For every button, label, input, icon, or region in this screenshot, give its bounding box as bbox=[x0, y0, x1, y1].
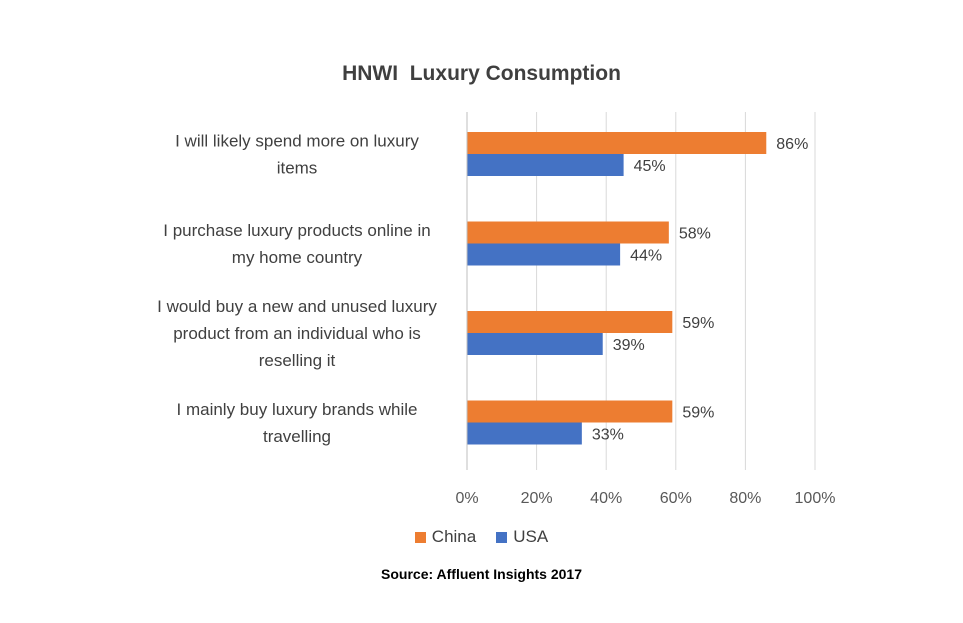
category-label-line: my home country bbox=[232, 248, 363, 267]
bar-china-3 bbox=[467, 311, 673, 333]
chart-title: HNWI Luxury Consumption bbox=[342, 62, 621, 85]
x-tick-label: 60% bbox=[660, 490, 692, 507]
bar-usa-1 bbox=[467, 154, 624, 176]
bar-usa-2 bbox=[467, 243, 621, 266]
category-label: I would buy a new and unused luxury produ… bbox=[157, 297, 437, 370]
source-note: Source: Affluent Insights 2017 bbox=[381, 566, 582, 582]
category-label-line: I purchase luxury products online in bbox=[163, 221, 430, 240]
data-label-china: 59% bbox=[682, 405, 714, 422]
data-label-usa: 33% bbox=[592, 427, 624, 444]
legend-swatch-china bbox=[414, 531, 426, 543]
category-label-line: reselling it bbox=[259, 351, 336, 370]
data-label-usa: 39% bbox=[613, 337, 645, 354]
legend-label-usa: USA bbox=[513, 527, 549, 546]
bar-china-1 bbox=[467, 132, 767, 154]
bar-usa-4 bbox=[467, 422, 582, 445]
data-label-china: 58% bbox=[679, 226, 711, 243]
category-label: I mainly buy luxury brands while travelli… bbox=[177, 400, 418, 446]
category-label-line: product from an individual who is bbox=[173, 324, 421, 343]
category-label: I will likely spend more on luxury items bbox=[175, 132, 419, 178]
data-label-china: 59% bbox=[682, 315, 714, 332]
legend: China USA bbox=[0, 527, 963, 547]
data-label-china: 86% bbox=[776, 136, 808, 153]
category-label-line: items bbox=[277, 159, 318, 178]
data-label-usa: 45% bbox=[634, 158, 666, 175]
legend-swatch-usa bbox=[496, 531, 508, 543]
category-label-line: travelling bbox=[263, 427, 331, 446]
legend-item-usa: USA bbox=[496, 527, 548, 547]
category-label-line: I will likely spend more on luxury bbox=[175, 132, 419, 151]
legend-label-china: China bbox=[431, 527, 477, 546]
category-label-line: I mainly buy luxury brands while bbox=[177, 400, 418, 419]
x-tick-label: 20% bbox=[521, 490, 553, 507]
bar-china-2 bbox=[467, 221, 669, 244]
data-label-usa: 44% bbox=[630, 248, 662, 265]
x-tick-label: 40% bbox=[590, 490, 622, 507]
x-tick-label: 80% bbox=[729, 490, 761, 507]
category-label: I purchase luxury products online in my h… bbox=[163, 221, 430, 267]
x-tick-label: 0% bbox=[455, 490, 478, 507]
category-label-line: I would buy a new and unused luxury bbox=[157, 297, 437, 316]
legend-item-china: China bbox=[414, 527, 477, 547]
x-tick-label: 100% bbox=[795, 490, 836, 507]
bar-china-4 bbox=[467, 400, 673, 423]
bar-usa-3 bbox=[467, 333, 603, 355]
